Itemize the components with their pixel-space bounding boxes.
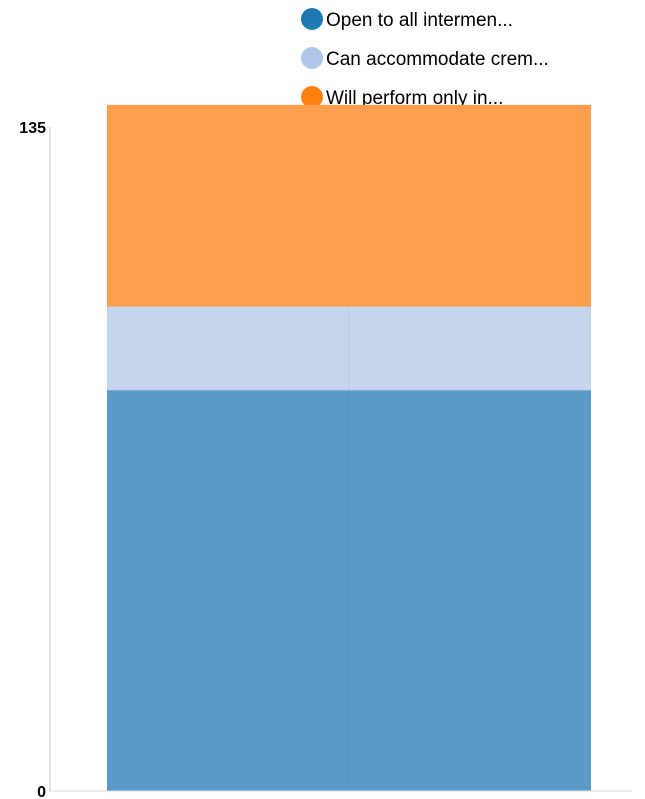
legend-label: Will perform only in... [326,88,503,109]
legend-item-3[interactable]: Will perform only in... [301,86,503,109]
bar-segment-series-2-category-2 [349,306,591,391]
bar-segment-series-1-category-1 [107,390,349,791]
bar-segment-series-1-category-2 [349,390,591,791]
legend-marker-icon [301,86,323,108]
bar-segment-series-2-category-1 [107,306,349,391]
bar-segment-series-3-category-1 [107,104,349,307]
legend-label: Open to all intermen... [326,10,513,31]
legend-label: Can accommodate crem... [326,49,549,70]
legend-item-1[interactable]: Open to all intermen... [301,8,513,31]
legend-marker-icon [301,47,323,69]
y-tick-label-min: 0 [37,784,46,799]
y-tick-label-max: 135 [19,120,46,137]
chart-legend: Open to all intermen... Can accommodate c… [301,8,549,109]
bar-segment-series-3-category-2 [349,104,591,307]
legend-item-2[interactable]: Can accommodate crem... [301,47,549,70]
plot-area [107,104,591,791]
legend-marker-icon [301,8,323,30]
